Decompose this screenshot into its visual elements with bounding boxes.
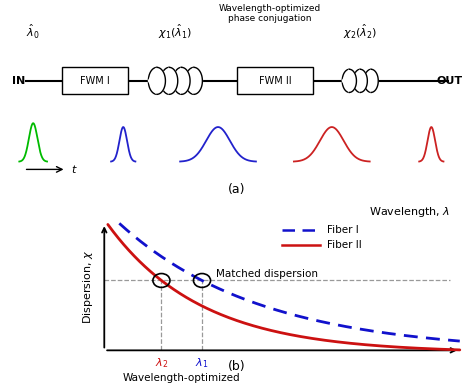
- Polygon shape: [173, 67, 190, 94]
- Text: (b): (b): [228, 360, 246, 373]
- Text: $\lambda_1$: $\lambda_1$: [195, 356, 209, 370]
- Polygon shape: [161, 67, 178, 94]
- Text: Wavelength-optimized
phase conjugation: Wavelength-optimized phase conjugation: [219, 4, 321, 23]
- Text: Dispersion, $\chi$: Dispersion, $\chi$: [81, 249, 95, 324]
- Polygon shape: [342, 69, 356, 92]
- Text: Wavelength-optimized
phase conjugation: Wavelength-optimized phase conjugation: [123, 373, 240, 385]
- Text: $\lambda_2$: $\lambda_2$: [155, 356, 168, 370]
- Text: (a): (a): [228, 183, 246, 196]
- Text: OUT: OUT: [436, 76, 462, 86]
- Bar: [62, 67, 128, 94]
- Text: FWM I: FWM I: [80, 76, 109, 86]
- Text: Wavelength, $\lambda$: Wavelength, $\lambda$: [369, 206, 450, 219]
- Text: Fiber I: Fiber I: [327, 225, 359, 234]
- Text: FWM II: FWM II: [259, 76, 291, 86]
- Polygon shape: [185, 67, 202, 94]
- Polygon shape: [148, 67, 165, 94]
- Text: $\chi_1(\hat{\lambda}_1)$: $\chi_1(\hat{\lambda}_1)$: [158, 23, 192, 42]
- Text: Matched dispersion: Matched dispersion: [216, 269, 318, 279]
- Bar: [237, 67, 313, 94]
- Text: $\chi_2(\hat{\lambda}_2)$: $\chi_2(\hat{\lambda}_2)$: [343, 23, 377, 42]
- Polygon shape: [364, 69, 378, 92]
- Text: IN: IN: [12, 76, 25, 86]
- Polygon shape: [353, 69, 367, 92]
- Text: $\hat{\lambda}_0$: $\hat{\lambda}_0$: [27, 23, 40, 41]
- Text: Fiber II: Fiber II: [327, 240, 362, 250]
- Text: $t$: $t$: [71, 163, 78, 176]
